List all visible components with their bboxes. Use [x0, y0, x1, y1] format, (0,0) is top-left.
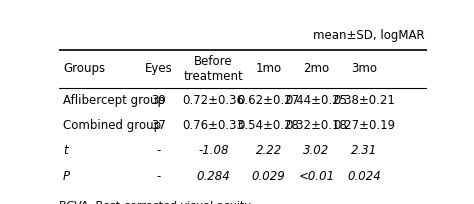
Text: 0.024: 0.024: [347, 169, 381, 182]
Text: 37: 37: [151, 119, 166, 132]
Text: Aflibercept group: Aflibercept group: [63, 93, 165, 106]
Text: 0.44±0.25: 0.44±0.25: [285, 93, 347, 106]
Text: -: -: [156, 144, 161, 157]
Text: 0.27±0.19: 0.27±0.19: [333, 119, 395, 132]
Text: 1mo: 1mo: [255, 62, 282, 75]
Text: -: -: [156, 169, 161, 182]
Text: 2.31: 2.31: [351, 144, 377, 157]
Text: Eyes: Eyes: [145, 62, 173, 75]
Text: 0.62±0.27: 0.62±0.27: [237, 93, 300, 106]
Text: BCVA: Best-corrected visual acuity.: BCVA: Best-corrected visual acuity.: [59, 200, 253, 204]
Text: 39: 39: [151, 93, 166, 106]
Text: 0.284: 0.284: [197, 169, 230, 182]
Text: Before
treatment: Before treatment: [183, 54, 244, 82]
Text: Combined group: Combined group: [63, 119, 161, 132]
Text: t: t: [63, 144, 68, 157]
Text: <0.01: <0.01: [298, 169, 335, 182]
Text: mean±SD, logMAR: mean±SD, logMAR: [313, 29, 425, 42]
Text: 2mo: 2mo: [303, 62, 329, 75]
Text: 0.38±0.21: 0.38±0.21: [333, 93, 395, 106]
Text: 0.32±0.18: 0.32±0.18: [285, 119, 347, 132]
Text: 2.22: 2.22: [255, 144, 282, 157]
Text: 0.76±0.33: 0.76±0.33: [182, 119, 245, 132]
Text: Groups: Groups: [63, 62, 105, 75]
Text: 0.54±0.28: 0.54±0.28: [237, 119, 300, 132]
Text: P: P: [63, 169, 70, 182]
Text: -1.08: -1.08: [198, 144, 229, 157]
Text: 0.72±0.36: 0.72±0.36: [182, 93, 245, 106]
Text: 3.02: 3.02: [303, 144, 329, 157]
Text: 3mo: 3mo: [351, 62, 377, 75]
Text: 0.029: 0.029: [252, 169, 285, 182]
